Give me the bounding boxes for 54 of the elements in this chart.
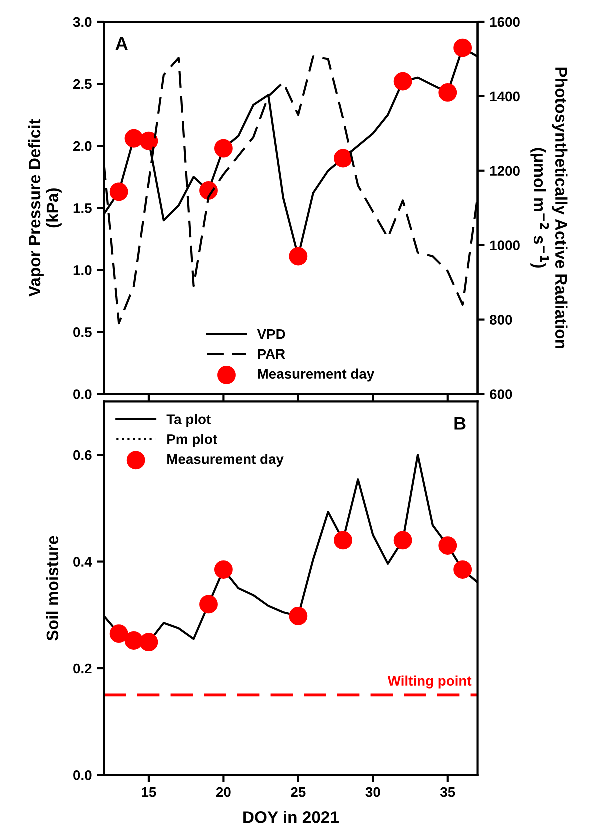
legend-label: VPD (257, 330, 286, 340)
point (140, 633, 158, 652)
y-tick-label: 3.0 (73, 17, 92, 28)
y2-tick-label: 1200 (490, 166, 520, 176)
point (289, 247, 308, 266)
point (110, 624, 128, 644)
y-tick-label: 0.6 (74, 450, 92, 460)
y2-tick-label: 800 (490, 315, 512, 325)
y-tick-label: 1.0 (74, 266, 92, 276)
y-axis-title: Soil moisture (46, 536, 59, 641)
point (454, 560, 472, 579)
point (334, 149, 352, 168)
y-tick-label: 2.0 (73, 141, 92, 152)
y2-tick-label: 1400 (490, 92, 520, 102)
x-tick-label: 20 (216, 787, 231, 798)
y-tick-label: 0.5 (74, 328, 92, 338)
legend-label: Measurement day (168, 454, 284, 467)
annotation: B (454, 417, 466, 430)
y-tick-label: 0.4 (74, 557, 92, 567)
point (214, 560, 233, 579)
x-tick-label: 30 (366, 787, 380, 798)
y2-axis-title: Photosynthetically Active Radiation (μmol m$^{−2}$ s$^{−1}$) (530, 68, 568, 348)
point (110, 182, 128, 202)
point (140, 132, 158, 150)
y-tick-label: 0.0 (74, 390, 92, 400)
point (394, 531, 412, 550)
x-axis-title: DOY in 2021 (244, 811, 339, 824)
point (454, 38, 472, 58)
y-tick-label: 0.0 (74, 770, 92, 780)
x-tick-label: 35 (440, 787, 456, 798)
y-axis-title: Vapor Pressure Deficit (kPa) (28, 119, 62, 297)
point (438, 536, 458, 555)
point (214, 139, 233, 158)
legend-label: PAR (258, 349, 286, 359)
y-tick-label: 0.2 (74, 664, 92, 674)
y2-tick-label: 1600 (490, 17, 520, 28)
point (124, 129, 144, 148)
point (438, 84, 458, 102)
y2-tick-label: 600 (490, 390, 512, 400)
point (289, 607, 308, 626)
legend-label: Measurement day (258, 368, 375, 382)
point (334, 531, 352, 550)
annotation: A (116, 38, 128, 50)
legend-label: Ta plot (166, 414, 211, 428)
point (394, 72, 412, 91)
y2-tick-label: 1000 (490, 240, 520, 251)
x-tick-label: 15 (142, 788, 156, 798)
legend-label: Pm plot (168, 434, 218, 448)
y-tick-label: 1.5 (74, 204, 92, 214)
x-tick-label: 25 (291, 787, 306, 798)
point (200, 595, 218, 614)
y-tick-label: 2.5 (73, 79, 92, 90)
point (124, 632, 144, 650)
ref-line-label: Wilting point (388, 676, 472, 689)
